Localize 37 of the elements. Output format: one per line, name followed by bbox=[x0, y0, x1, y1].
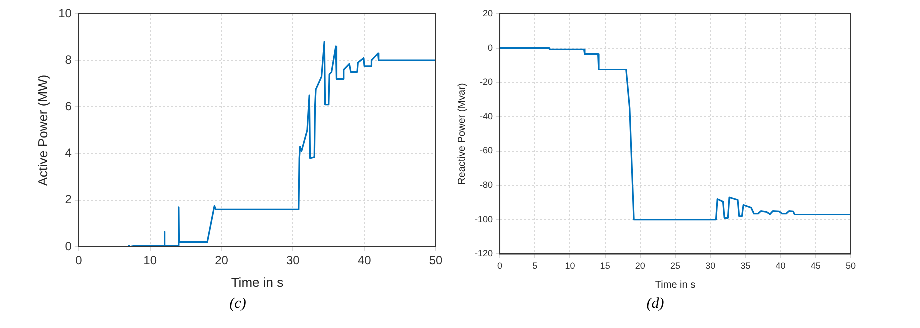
x-axis-title: Time in s bbox=[231, 274, 284, 290]
y-tick-label: -40 bbox=[480, 111, 494, 122]
y-tick-label: -120 bbox=[475, 248, 494, 259]
text: (d) bbox=[646, 296, 666, 313]
x-tick-label: 30 bbox=[286, 254, 300, 268]
y-tick-label: -100 bbox=[475, 214, 494, 224]
x-tick-label: 50 bbox=[846, 261, 856, 272]
y-axis-title: Reactive Power (Mvar) bbox=[456, 83, 468, 185]
x-tick-label: 15 bbox=[600, 261, 610, 272]
y-tick-label: 6 bbox=[65, 100, 72, 114]
x-tick-label: 45 bbox=[810, 261, 821, 272]
y-tick-label: -20 bbox=[480, 77, 494, 88]
text: (c) bbox=[228, 296, 248, 313]
x-tick-label: 25 bbox=[670, 261, 681, 272]
y-tick-label: 8 bbox=[65, 52, 72, 67]
x-tick-label: 0 bbox=[76, 254, 83, 268]
x-tick-label: 20 bbox=[215, 254, 229, 268]
x-tick-label: 20 bbox=[635, 261, 646, 272]
x-tick-label: 10 bbox=[144, 254, 158, 268]
x-tick-label: 40 bbox=[358, 254, 372, 268]
x-tick-label: 5 bbox=[532, 261, 538, 272]
x-tick-label: 50 bbox=[429, 254, 443, 268]
y-tick-label: 0 bbox=[65, 239, 72, 254]
y-tick-label: -80 bbox=[480, 180, 494, 190]
y-tick-label: 0 bbox=[488, 42, 494, 53]
x-tick-label: 10 bbox=[565, 261, 576, 272]
x-tick-label: 30 bbox=[706, 261, 716, 272]
x-axis-title: Time in s bbox=[655, 280, 696, 291]
y-tick-label: 20 bbox=[483, 8, 494, 18]
y-tick-label: 10 bbox=[58, 6, 72, 20]
x-tick-label: 35 bbox=[740, 261, 751, 272]
x-tick-label: 40 bbox=[776, 261, 786, 272]
y-tick-label: 4 bbox=[65, 146, 72, 160]
y-tick-label: -60 bbox=[480, 146, 494, 156]
x-tick-label: 0 bbox=[498, 261, 503, 272]
y-axis-title: Active Power (MW) bbox=[35, 74, 50, 186]
y-tick-label: 2 bbox=[65, 192, 72, 207]
